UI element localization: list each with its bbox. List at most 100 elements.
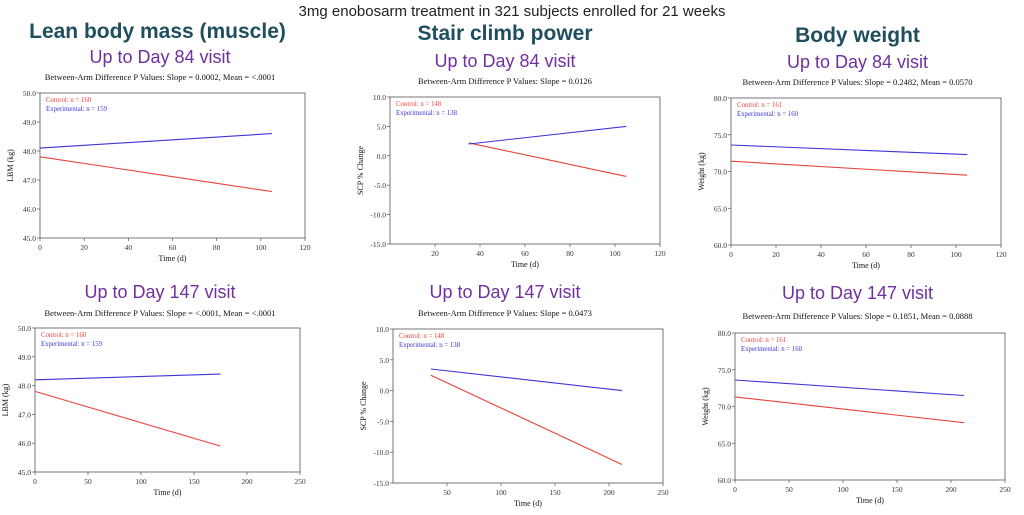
y-tick-label: 70.0 [714, 168, 727, 177]
x-axis-label: Time (d) [856, 496, 884, 505]
pvalue-text-lbm-day84: Between-Arm Difference P Values: Slope =… [44, 72, 276, 82]
x-tick-label: 80 [907, 250, 915, 259]
y-tick-label: 50.0 [23, 89, 36, 98]
y-tick-label: 80.0 [718, 329, 731, 338]
x-tick-label: 100 [950, 250, 962, 259]
y-tick-label: 5.0 [377, 122, 387, 131]
series-line-control [468, 142, 627, 177]
y-tick-label: -5.0 [377, 417, 389, 426]
x-tick-label: 120 [299, 243, 311, 252]
visit-label-lbm-day84: Up to Day 84 visit [89, 47, 231, 67]
column-heading-lean-body-mass: Lean body mass (muscle) [29, 20, 286, 43]
series-line-control [730, 160, 968, 176]
x-tick-label: 120 [995, 250, 1007, 259]
x-tick-label: 80 [213, 243, 221, 252]
x-tick-label: 0 [733, 485, 737, 494]
plot-frame-weight-day147 [734, 332, 1006, 481]
legend-entry-control: Control: n = 161 [741, 337, 786, 344]
plot-frame-scp-day147 [392, 328, 664, 484]
x-tick-label: 200 [945, 485, 957, 494]
legend-entry-experimental: Experimental: n = 159 [41, 341, 103, 348]
series-line-experimental [468, 125, 627, 145]
legend-entry-experimental: Experimental: n = 159 [46, 106, 108, 113]
y-tick-label: 65.0 [718, 439, 731, 448]
legend-entry-experimental: Experimental: n = 138 [399, 342, 461, 349]
x-tick-label: 100 [495, 488, 507, 497]
x-axis-label: Time (d) [159, 254, 187, 263]
chart-scp-day147: -15.0 -10.0 -5.0 0.0 5.0 10.0 50 100 150 200 250 Ti… [359, 325, 669, 508]
x-tick-label: 40 [125, 243, 133, 252]
x-tick-label: 60 [862, 250, 870, 259]
legend-entry-control: Control: n = 148 [399, 333, 445, 340]
y-axis-label: Weight (kg) [697, 152, 706, 191]
page-title: 3mg enobosarm treatment in 321 subjects … [298, 3, 726, 20]
y-tick-label: -15.0 [373, 479, 389, 488]
visit-label-weight-day84: Up to Day 84 visit [786, 52, 929, 72]
x-tick-label: 150 [549, 488, 561, 497]
series-line-control [39, 156, 272, 193]
y-tick-label: 5.0 [380, 356, 390, 365]
series-line-control [734, 396, 965, 424]
y-axis-label: SCP % Change [356, 146, 365, 195]
series-line-experimental [734, 379, 965, 397]
x-tick-label: 40 [817, 250, 825, 259]
x-tick-label: 100 [837, 485, 849, 494]
chart-weight-day147: 60.0 65.0 70.0 75.0 80.0 0 50 100 150 200 250 Time … [701, 329, 1011, 505]
legend-entry-control: Control: n = 161 [737, 102, 782, 109]
x-tick-label: 250 [294, 477, 306, 486]
x-tick-label: 0 [729, 250, 733, 259]
x-tick-label: 60 [169, 243, 177, 252]
x-tick-label: 20 [772, 250, 780, 259]
pvalue-text-scp-day147: Between-Arm Difference P Values: Slope =… [418, 308, 592, 318]
y-tick-label: 47.0 [23, 176, 36, 185]
visit-label-lbm-day147: Up to Day 147 visit [84, 282, 236, 302]
x-tick-label: 20 [431, 249, 439, 258]
y-tick-label: 0.0 [377, 152, 387, 161]
x-tick-label: 250 [999, 485, 1011, 494]
x-tick-label: 200 [241, 477, 253, 486]
y-tick-label: 46.0 [23, 205, 36, 214]
y-tick-label: 45.0 [23, 234, 36, 243]
column-heading-body-weight: Body weight [795, 24, 920, 47]
y-tick-label: -10.0 [373, 448, 389, 457]
plot-frame-lbm-day84 [39, 92, 306, 239]
visit-label-scp-day84: Up to Day 84 visit [434, 51, 576, 71]
x-axis-label: Time (d) [852, 261, 880, 270]
visit-label-weight-day147: Up to Day 147 visit [781, 283, 934, 303]
y-tick-label: 47.0 [18, 410, 31, 419]
plot-frame-weight-day84 [730, 97, 1002, 246]
y-tick-label: 45.0 [18, 468, 31, 477]
x-axis-label: Time (d) [154, 488, 182, 497]
series-line-control [430, 374, 623, 465]
y-tick-label: 48.0 [23, 147, 36, 156]
chart-weight-day84: 60.0 65.0 70.0 75.0 80.0 0 20 40 60 80 100 120 Time … [697, 94, 1007, 270]
chart-lbm-day147: 45.0 46.0 47.0 48.0 49.0 50.0 0 50 100 150 200 250 T… [1, 324, 306, 497]
x-tick-label: 40 [476, 249, 484, 258]
x-tick-label: 150 [188, 477, 200, 486]
y-axis-label: LBM (kg) [1, 383, 10, 416]
y-tick-label: -5.0 [374, 181, 386, 190]
x-axis-label: Time (d) [514, 499, 542, 508]
x-tick-label: 50 [785, 485, 793, 494]
series-line-experimental [430, 368, 623, 392]
pvalue-text-scp-day84: Between-Arm Difference P Values: Slope =… [418, 76, 592, 86]
series-line-control [34, 390, 221, 447]
y-tick-label: 65.0 [714, 204, 727, 213]
y-tick-label: 49.0 [18, 353, 31, 362]
x-tick-label: 100 [609, 249, 621, 258]
y-axis-label: Weight (kg) [701, 387, 710, 426]
y-tick-label: 60.0 [718, 476, 731, 485]
x-tick-label: 200 [603, 488, 615, 497]
x-tick-label: 150 [891, 485, 903, 494]
y-tick-label: 46.0 [18, 439, 31, 448]
x-tick-label: 60 [521, 249, 529, 258]
legend-entry-control: Control: n = 148 [396, 101, 442, 108]
y-tick-label: 10.0 [373, 93, 386, 102]
x-tick-label: 100 [255, 243, 267, 252]
pvalue-text-weight-day147: Between-Arm Difference P Values: Slope =… [742, 311, 973, 321]
chart-lbm-day84: 45.0 46.0 47.0 48.0 49.0 50.0 0 20 40 60 80 100 120 T… [6, 89, 311, 263]
plot-frame-scp-day84 [389, 96, 661, 245]
x-tick-label: 250 [657, 488, 669, 497]
column-heading-stair-climb-power: Stair climb power [417, 22, 593, 45]
legend-entry-experimental: Experimental: n = 160 [741, 346, 803, 353]
